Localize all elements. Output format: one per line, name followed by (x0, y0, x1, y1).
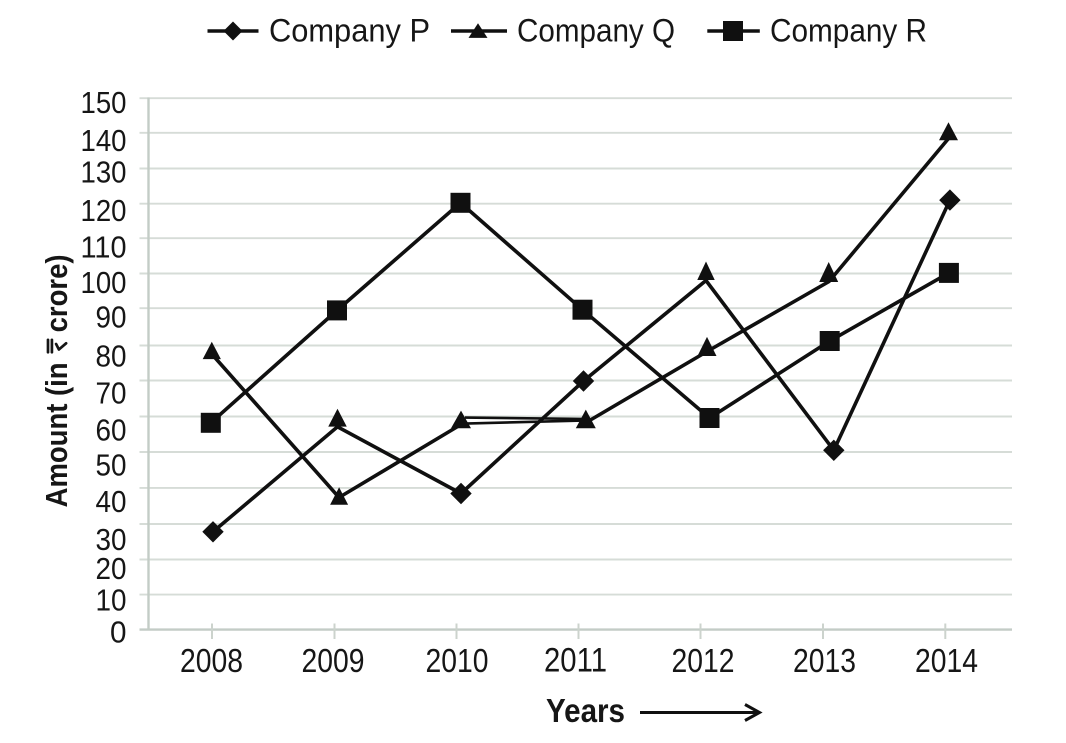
svg-text:50: 50 (96, 448, 127, 483)
svg-text:Company P: Company P (269, 13, 430, 49)
svg-text:2013: 2013 (793, 642, 856, 679)
svg-text:10: 10 (96, 583, 127, 618)
svg-text:80: 80 (96, 339, 127, 374)
svg-text:20: 20 (96, 551, 127, 586)
svg-text:100: 100 (81, 265, 127, 300)
svg-text:Company R: Company R (770, 13, 927, 49)
svg-text:2010: 2010 (426, 642, 489, 679)
svg-text:0: 0 (110, 615, 127, 650)
svg-text:Company Q: Company Q (517, 13, 675, 49)
svg-text:140: 140 (81, 123, 127, 158)
svg-text:2008: 2008 (180, 642, 243, 679)
svg-text:40: 40 (96, 484, 127, 519)
svg-text:2012: 2012 (672, 642, 735, 679)
svg-text:90: 90 (96, 300, 127, 335)
svg-text:2009: 2009 (302, 642, 365, 679)
svg-text:2011: 2011 (544, 642, 607, 680)
svg-text:60: 60 (96, 412, 127, 447)
svg-text:70: 70 (96, 376, 127, 411)
svg-text:130: 130 (81, 154, 127, 189)
svg-text:110: 110 (81, 230, 127, 265)
svg-text:Amount (in: Amount (in (39, 362, 74, 507)
svg-text:120: 120 (81, 193, 127, 228)
svg-text:30: 30 (96, 522, 127, 557)
svg-text:crore): crore) (39, 254, 74, 332)
svg-text:Years: Years (546, 692, 625, 729)
svg-text:2014: 2014 (915, 642, 978, 679)
svg-text:150: 150 (81, 85, 127, 120)
